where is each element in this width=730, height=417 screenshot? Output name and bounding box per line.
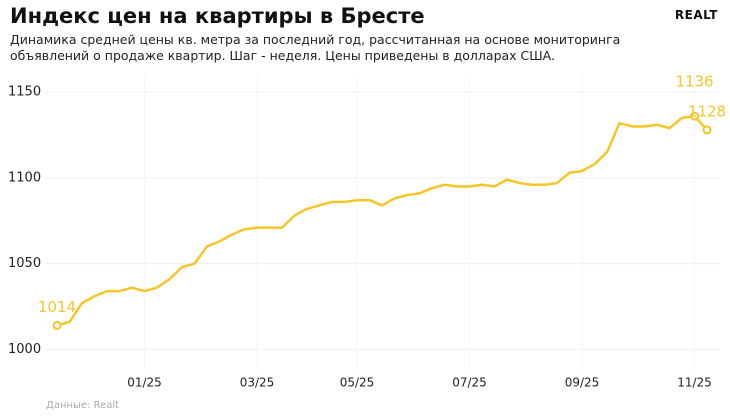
y-tick-label: 1000 xyxy=(8,342,41,357)
chart-subtitle: объявлений о продаже квартир. Шаг - неде… xyxy=(10,48,556,63)
x-tick-label: 07/25 xyxy=(452,376,487,390)
data-label: 1128 xyxy=(688,102,726,120)
chart-subtitle: Динамика средней цены кв. метра за после… xyxy=(10,32,621,47)
x-tick-label: 03/25 xyxy=(240,376,275,390)
source-note: Данные: Realt xyxy=(46,400,119,411)
x-tick-label: 01/25 xyxy=(127,376,162,390)
x-tick-label: 11/25 xyxy=(677,376,712,390)
data-point xyxy=(52,320,62,330)
y-tick-label: 1050 xyxy=(8,256,41,271)
chart-title: Индекс цен на квартиры в Бресте xyxy=(10,4,425,28)
data-label: 1136 xyxy=(675,73,713,91)
y-tick-label: 1150 xyxy=(8,85,41,100)
data-line xyxy=(56,114,708,327)
x-tick-label: 05/25 xyxy=(340,376,375,390)
y-tick-label: 1100 xyxy=(8,170,41,185)
x-tick-label: 09/25 xyxy=(565,376,600,390)
data-point xyxy=(702,125,712,135)
data-point xyxy=(690,111,699,121)
data-label: 1014 xyxy=(38,298,76,316)
brand-logo: REALT xyxy=(674,8,718,22)
